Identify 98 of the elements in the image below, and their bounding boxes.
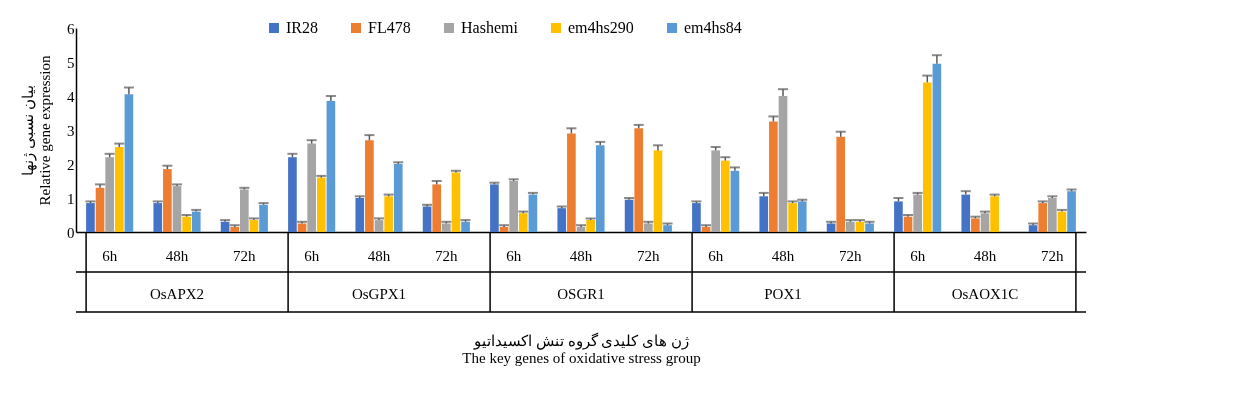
bar (105, 157, 114, 232)
y-tick-label: 6 (67, 20, 75, 37)
bar (1048, 198, 1057, 232)
y-tick-label: 3 (67, 122, 75, 139)
bar (191, 211, 201, 232)
bar (836, 136, 846, 232)
bar (518, 213, 528, 232)
bar (365, 140, 374, 232)
x-tick-label: 6h (708, 247, 724, 264)
bar (855, 221, 865, 232)
bar (1038, 203, 1048, 232)
x-tick-label: 48h (367, 247, 391, 264)
bar (701, 226, 711, 232)
legend-label: em4hs84 (684, 19, 742, 36)
bar (124, 94, 134, 232)
text: OsAOX1C (951, 286, 1019, 302)
bar (316, 177, 326, 232)
bar (971, 218, 980, 232)
x-tick-label: 6h (304, 247, 320, 264)
bar (182, 216, 191, 232)
bar (692, 203, 701, 232)
bar (903, 216, 913, 232)
bar (442, 223, 451, 232)
bar (249, 220, 259, 232)
bar (653, 150, 663, 232)
bar (720, 160, 730, 232)
bar (961, 194, 971, 232)
x-tick-label: 6h (506, 247, 522, 264)
bar (990, 196, 999, 232)
bar (259, 204, 268, 232)
legend-label: Hashemi (461, 19, 519, 36)
bar (307, 143, 316, 232)
bar (172, 186, 182, 232)
bar (567, 133, 576, 232)
text: OsAPX2 (149, 286, 205, 302)
bar (230, 226, 240, 232)
x-tick-label: 48h (165, 247, 189, 264)
x-tick-label: 48h (569, 247, 593, 264)
bar (490, 184, 499, 232)
bar (797, 201, 807, 232)
text: POX1 (764, 286, 802, 302)
bar (846, 221, 855, 232)
legend-label: IR28 (286, 19, 318, 36)
bar (769, 121, 778, 232)
bar (932, 63, 942, 232)
bar (1028, 225, 1038, 232)
bar (393, 164, 403, 232)
bar (1057, 211, 1067, 232)
legend-label: FL478 (368, 19, 411, 36)
bar (451, 172, 461, 232)
y-tick-label: 1 (67, 190, 75, 207)
text: OsGPX1 (351, 286, 407, 302)
y-tick-label: 4 (67, 88, 75, 105)
bar (461, 221, 470, 232)
bar (644, 223, 653, 232)
bar (586, 220, 595, 232)
x-tick-label: 48h (973, 247, 997, 264)
bar (663, 225, 672, 232)
bar (240, 189, 249, 232)
bar (576, 226, 586, 232)
bar (384, 196, 393, 232)
bar (980, 213, 990, 232)
y-tick-label: 0 (67, 224, 75, 241)
x-tick-label: 72h (637, 247, 661, 264)
bar (326, 101, 336, 232)
x-tick-label: 6h (910, 247, 926, 264)
bar (624, 199, 634, 232)
x-tick-label: 48h (771, 247, 795, 264)
x-tick-label: 72h (839, 247, 863, 264)
bar (288, 157, 297, 232)
bar (374, 220, 384, 232)
y-tick-label: 5 (67, 54, 75, 71)
bar (865, 223, 874, 232)
bar (778, 96, 788, 232)
bar (153, 203, 163, 232)
bar (788, 203, 797, 232)
x-tick-label: 72h (1041, 247, 1065, 264)
bar (499, 226, 509, 232)
bar (86, 203, 95, 232)
bar (509, 181, 518, 232)
bar (913, 194, 922, 232)
x-tick-label: 6h (102, 247, 118, 264)
x-tick-label: 72h (435, 247, 459, 264)
legend-label: em4hs290 (568, 19, 634, 36)
text: OSGR1 (557, 286, 605, 302)
bar (163, 169, 172, 232)
bar (730, 170, 740, 232)
bar (922, 82, 932, 232)
bar (95, 187, 105, 232)
bar (557, 208, 567, 232)
bar (220, 221, 230, 232)
bar (355, 198, 365, 232)
bar (114, 147, 124, 232)
x-tick-label: 72h (233, 247, 257, 264)
bar (1067, 191, 1076, 232)
y-tick-label: 2 (67, 156, 75, 173)
bar (422, 206, 432, 232)
bar (528, 194, 538, 232)
